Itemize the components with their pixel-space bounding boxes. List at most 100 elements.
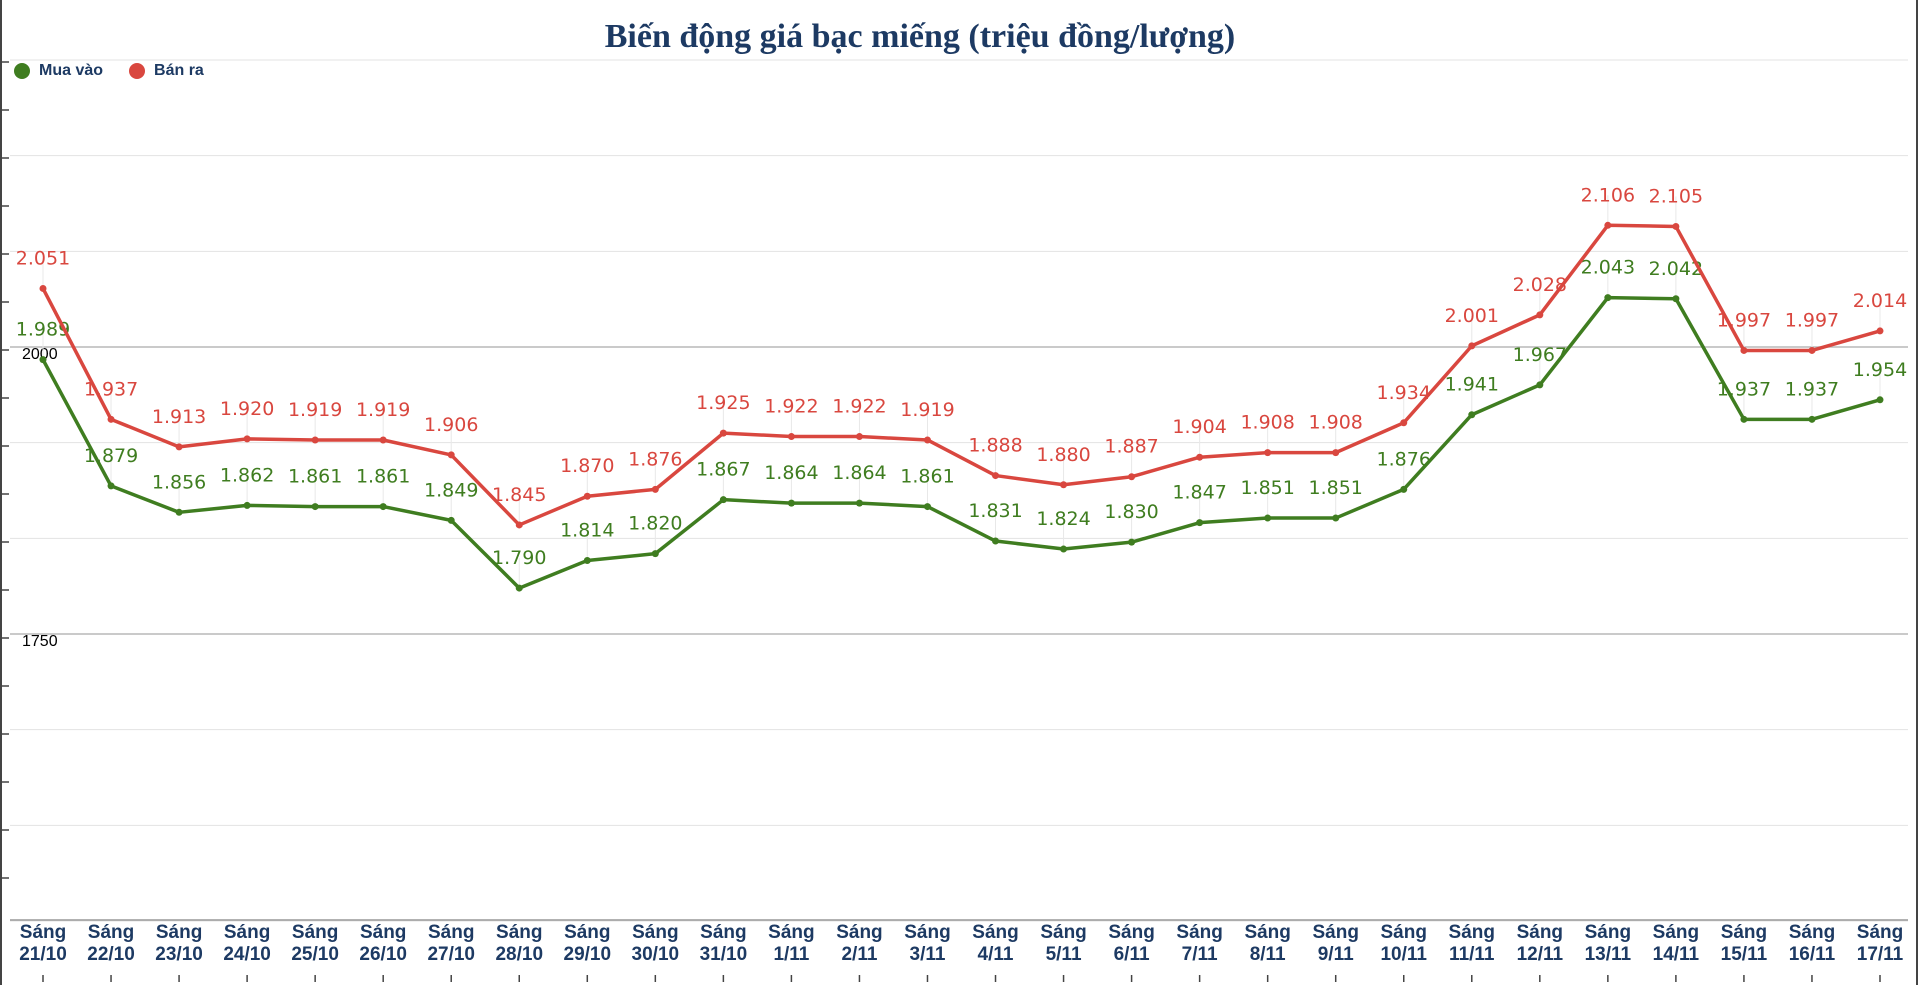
data-point	[1060, 545, 1068, 553]
x-tick-label: 28/10	[495, 944, 543, 965]
data-label: 1.831	[968, 500, 1022, 522]
data-point	[1400, 485, 1408, 493]
data-label: 1.876	[628, 448, 682, 470]
data-point	[1740, 415, 1748, 423]
x-tick-label: 13/11	[1585, 944, 1632, 965]
chart-title: Biến động giá bạc miếng (triệu đồng/lượn…	[604, 18, 1236, 55]
x-tick-label: 2/11	[841, 944, 877, 965]
x-tick-label: Sáng	[564, 922, 610, 943]
x-tick-label: 5/11	[1046, 944, 1082, 965]
series-line-buy	[41, 295, 1881, 590]
data-point	[1468, 342, 1476, 350]
data-point	[1196, 453, 1204, 461]
data-label: 1.937	[1717, 378, 1771, 400]
data-label: 1.824	[1036, 508, 1090, 530]
data-label: 2.001	[1445, 305, 1499, 327]
data-label: 1.870	[560, 455, 614, 477]
data-point	[651, 550, 659, 558]
data-label: 1.904	[1172, 416, 1226, 438]
x-tick-label: 9/11	[1318, 944, 1354, 965]
data-label: 2.105	[1649, 185, 1703, 207]
data-label: 1.919	[288, 399, 342, 421]
x-tick-label: 31/10	[700, 944, 748, 965]
x-tick-label: 21/10	[19, 944, 67, 965]
x-tick-label: 6/11	[1114, 944, 1150, 965]
data-point	[1400, 419, 1408, 427]
data-label: 1.790	[492, 547, 546, 569]
data-point	[1808, 346, 1816, 354]
x-tick-label: Sáng	[292, 922, 338, 943]
x-tick-label: 14/11	[1653, 944, 1700, 965]
data-label: 1.864	[764, 462, 818, 484]
data-label: 1.888	[968, 435, 1022, 457]
data-label: 1.906	[424, 414, 478, 436]
x-tick-label: Sáng	[360, 922, 406, 943]
y-tick-label: 1750	[22, 633, 58, 650]
x-tick-label: 1/11	[773, 944, 809, 965]
x-tick-label: Sáng	[428, 922, 474, 943]
data-label: 1.934	[1377, 382, 1431, 404]
data-point	[1876, 396, 1884, 404]
data-label: 1.937	[1785, 378, 1839, 400]
series-line-sell	[41, 223, 1881, 527]
x-tick-label: 17/11	[1857, 944, 1904, 965]
legend-item-sell[interactable]: Bán ra	[129, 62, 204, 80]
x-tick-label: Sáng	[768, 922, 814, 943]
x-tick-label: Sáng	[1244, 922, 1290, 943]
data-label: 2.014	[1853, 290, 1907, 312]
x-tick-label: 4/11	[978, 944, 1014, 965]
data-point	[175, 443, 183, 451]
data-label: 1.922	[832, 396, 886, 418]
data-label: 1.814	[560, 520, 614, 542]
x-tick-label: Sáng	[1381, 922, 1427, 943]
data-label: 1.997	[1785, 309, 1839, 331]
x-tick-label: Sáng	[1040, 922, 1086, 943]
x-tick-label: 24/10	[223, 944, 271, 965]
x-tick-label: Sáng	[632, 922, 678, 943]
data-point	[447, 516, 455, 524]
data-point	[719, 496, 727, 504]
data-point	[311, 436, 319, 444]
legend-item-buy[interactable]: Mua vào	[14, 62, 103, 80]
legend-label-buy: Mua vào	[39, 62, 104, 79]
data-label: 1.913	[152, 406, 206, 428]
x-tick-label: Sáng	[1517, 922, 1563, 943]
data-label: 1.937	[84, 378, 138, 400]
data-point	[1672, 295, 1680, 303]
x-tick-label: Sáng	[1653, 922, 1699, 943]
data-label: 1.908	[1240, 412, 1294, 434]
data-point	[1060, 481, 1068, 489]
x-tick-label: Sáng	[836, 922, 882, 943]
data-point	[1876, 327, 1884, 335]
x-tick-label: Sáng	[1312, 922, 1358, 943]
data-label: 1.864	[832, 462, 886, 484]
data-point	[1604, 294, 1612, 302]
data-label: 1.845	[492, 484, 546, 506]
data-point	[923, 503, 931, 511]
data-label: 1.879	[84, 445, 138, 467]
data-label: 1.989	[16, 319, 70, 341]
data-label: 1.920	[220, 398, 274, 420]
data-point	[583, 557, 591, 565]
x-tick-label: 25/10	[291, 944, 339, 965]
data-label: 1.954	[1853, 359, 1907, 381]
data-point	[39, 284, 47, 292]
x-tick-label: 22/10	[87, 944, 135, 965]
data-point	[175, 508, 183, 516]
data-label: 2.106	[1581, 184, 1635, 206]
x-tick-label: 7/11	[1182, 944, 1218, 965]
data-label: 1.876	[1377, 448, 1431, 470]
data-point	[855, 499, 863, 507]
data-label: 1.861	[356, 466, 410, 488]
data-point	[107, 415, 115, 423]
legend: Mua vào Bán ra	[14, 62, 230, 80]
x-tick-label: 15/11	[1721, 944, 1768, 965]
data-point	[992, 537, 1000, 545]
data-label: 1.856	[152, 471, 206, 493]
data-label: 1.861	[900, 466, 954, 488]
data-label: 2.043	[1581, 257, 1635, 279]
data-point	[1264, 514, 1272, 522]
data-point	[1536, 381, 1544, 389]
data-point	[379, 436, 387, 444]
